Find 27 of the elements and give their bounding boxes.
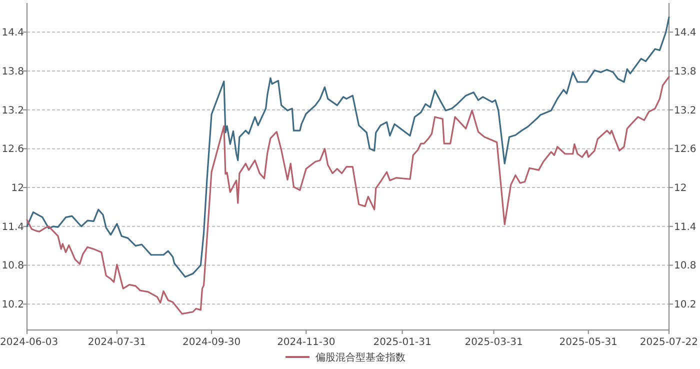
y2-tick-label: 14.4: [674, 28, 696, 39]
x-tick-label: 2024-07-31: [88, 337, 146, 348]
x-tick-label: 2025-07-22: [640, 337, 698, 348]
y-tick-label: 10.8: [2, 260, 24, 272]
y2-tick-label: 13.2: [674, 105, 696, 116]
y2-tick-label: 11.4: [674, 222, 696, 233]
y-tick-label: 13.8: [2, 66, 24, 78]
y2-tick-label: 13.8: [674, 66, 696, 78]
y-tick-label: 13.2: [2, 105, 24, 116]
y2-tick-label: 10.2: [674, 300, 696, 311]
y2-tick-label: 12.6: [674, 144, 696, 156]
y-tick-label: 14.4: [2, 28, 24, 39]
y-tick-label: 12: [11, 183, 24, 194]
line-series: [26, 76, 670, 315]
x-tick-label: 2024-09-30: [182, 337, 241, 348]
x-tick-label: 2025-01-31: [373, 337, 432, 348]
y-tick-label: 11.4: [2, 222, 24, 233]
x-tick-label: 2025-03-31: [464, 337, 523, 348]
y2-tick-label: 10.8: [674, 260, 696, 272]
legend-label: 偏股混合型基金指数: [316, 352, 406, 364]
y2-tick-label: 12: [674, 183, 687, 194]
x-tick-label: 2024-11-30: [277, 337, 336, 348]
y-tick-label: 10.2: [2, 300, 24, 311]
line-series: [26, 16, 670, 278]
x-tick-label: 2025-05-31: [559, 337, 618, 348]
y-tick-label: 12.6: [2, 144, 24, 156]
x-tick-label: 2024-06-03: [0, 337, 58, 348]
